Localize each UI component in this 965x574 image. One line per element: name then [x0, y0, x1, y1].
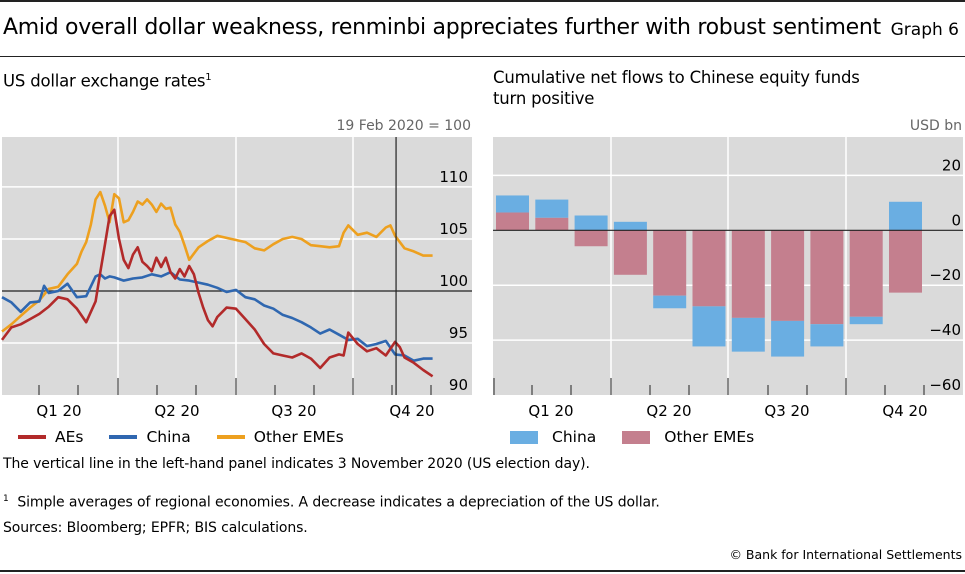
bar-china-apr-20 — [613, 221, 647, 231]
right-x-tick-label: Q1 20 — [528, 402, 573, 420]
title-rule — [0, 56, 965, 57]
right-legend: China Other EMEs — [510, 428, 780, 446]
bar-other-emes-aug-20 — [771, 230, 805, 321]
bar-china-mar-20 — [574, 215, 608, 231]
legend-label-china-bar: China — [552, 428, 597, 446]
left-x-tick-label: Q2 20 — [154, 402, 199, 420]
right-y-tick-label: −20 — [929, 266, 961, 284]
left-panel-title: US dollar exchange rates1 — [3, 67, 212, 92]
bar-china-feb-20 — [535, 199, 569, 218]
left-x-tick-label: Q1 20 — [36, 402, 81, 420]
footnote: 1 Simple averages of regional economies.… — [3, 494, 660, 511]
left-x-tick-label: Q3 20 — [271, 402, 316, 420]
right-x-tick-label: Q3 20 — [764, 402, 809, 420]
right-x-tick-label: Q4 20 — [882, 402, 927, 420]
sources: Sources: Bloomberg; EPFR; BIS calculatio… — [3, 520, 308, 536]
bar-other-emes-jun-20 — [692, 230, 726, 307]
top-rule — [0, 0, 965, 2]
bar-other-emes-sep-20 — [810, 230, 844, 325]
left-y-tick-label: 105 — [439, 220, 468, 238]
bar-other-emes-nov-20 — [889, 230, 922, 293]
left-y-tick-label: 100 — [439, 272, 468, 290]
right-panel-unit: USD bn — [909, 118, 962, 134]
right-panel-title: Cumulative net flows to Chinese equity f… — [493, 68, 860, 108]
series-line-aes — [0, 208, 434, 378]
legend-item-china-bar: China — [510, 428, 596, 446]
legend-swatch-other-emes — [216, 435, 245, 439]
legend-swatch-other-emes-bar — [622, 430, 651, 444]
right-x-tick-label: Q2 20 — [646, 402, 691, 420]
right-y-tick-label: −40 — [929, 321, 961, 339]
bar-other-emes-may-20 — [653, 230, 687, 296]
graph-number: Graph 6 — [890, 20, 959, 40]
bar-other-emes-apr-20 — [613, 230, 647, 275]
left-panel-unit: 19 Feb 2020 = 100 — [336, 118, 471, 134]
graph-title: Amid overall dollar weakness, renminbi a… — [3, 15, 881, 40]
bar-other-emes-jul-20 — [731, 230, 765, 318]
legend-item-china: China — [109, 428, 191, 446]
bar-china-aug-20 — [771, 320, 805, 357]
left-legend: AEs China Other EMEs — [18, 428, 370, 446]
bar-china-nov-20 — [889, 201, 922, 231]
bar-china-sep-20 — [810, 324, 844, 347]
legend-label-other-emes: Other EMEs — [253, 428, 344, 446]
left-x-tick-label: Q4 20 — [389, 402, 434, 420]
bar-other-emes-mar-20 — [574, 230, 608, 247]
right-y-tick-label: 0 — [951, 211, 961, 229]
series-line-china — [1, 270, 433, 363]
bar-other-emes-jan-20 — [496, 212, 529, 231]
legend-item-other-emes-bar: Other EMEs — [622, 428, 754, 446]
copyright: © Bank for International Settlements — [729, 547, 962, 562]
bar-china-oct-20 — [849, 316, 883, 325]
legend-label-other-emes-bar: Other EMEs — [664, 428, 755, 446]
bar-other-emes-oct-20 — [849, 230, 883, 317]
bar-china-jan-20 — [496, 195, 529, 213]
legend-label-aes: AEs — [55, 428, 84, 446]
right-y-tick-label: 20 — [942, 156, 961, 174]
left-panel-footnote-marker: 1 — [205, 72, 212, 83]
left-y-tick-label: 110 — [439, 168, 468, 186]
bar-china-may-20 — [653, 295, 687, 309]
legend-swatch-aes — [18, 435, 46, 439]
bar-other-emes-feb-20 — [535, 217, 569, 231]
legend-label-china: China — [146, 428, 191, 446]
left-y-tick-label: 90 — [449, 376, 468, 394]
bottom-rule — [0, 570, 965, 572]
bar-china-jul-20 — [731, 317, 765, 352]
legend-swatch-china-bar — [510, 430, 538, 444]
right-y-tick-label: −60 — [929, 376, 961, 394]
vertical-line-note: The vertical line in the left-hand panel… — [3, 456, 590, 472]
footnote-marker: 1 — [3, 494, 9, 504]
legend-item-other-emes: Other EMEs — [216, 428, 344, 446]
footnote-text: Simple averages of regional economies. A… — [17, 494, 660, 511]
legend-item-aes: AEs — [18, 428, 83, 446]
legend-swatch-china — [109, 435, 138, 439]
series-line-other-emes — [1, 190, 433, 333]
left-y-tick-label: 95 — [449, 324, 468, 342]
left-panel-title-text: US dollar exchange rates — [3, 71, 206, 91]
bar-china-jun-20 — [692, 306, 726, 347]
